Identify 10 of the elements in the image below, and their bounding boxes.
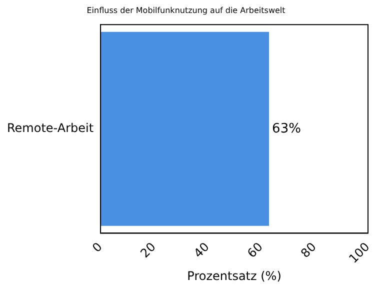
x-tick-label: 80 (298, 240, 319, 260)
x-tick-label: 20 (138, 240, 158, 260)
x-axis-title: Prozentsatz (%) (187, 268, 282, 283)
data-label: 63% (272, 121, 301, 136)
x-tick-label: 100 (346, 240, 372, 266)
x-tick-label: 60 (244, 240, 266, 260)
x-tick-label: 0 (90, 240, 105, 256)
x-tick-label: 40 (191, 240, 212, 260)
y-tick-label: Remote-Arbeit (6, 121, 94, 136)
chart-title: Einfluss der Mobilfunknutzung auf die Arbeitswelt (86, 6, 286, 15)
